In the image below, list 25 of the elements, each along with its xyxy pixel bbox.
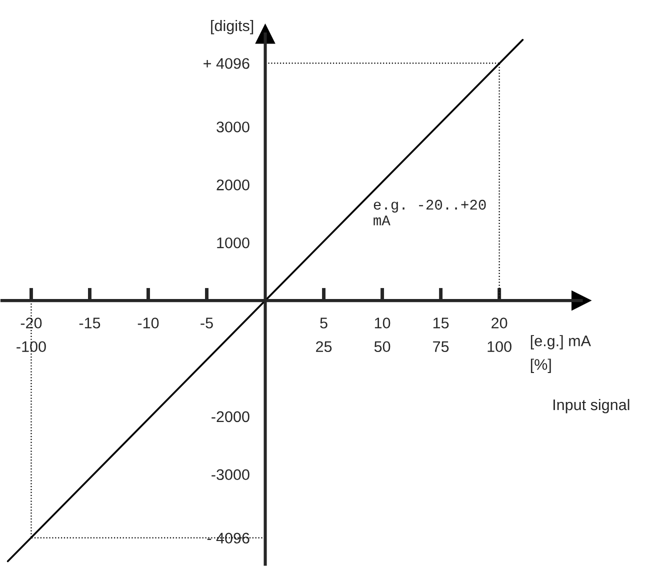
x2-tick-label: 100	[488, 341, 512, 352]
x-tick-label: 5	[320, 318, 328, 328]
x-tick-label: -20	[20, 318, 42, 328]
annotation: [%]	[530, 358, 551, 373]
y-tick-label: + 4096	[204, 58, 250, 69]
x2-tick-label: 25	[316, 341, 332, 352]
y-tick-label: 1000	[217, 237, 250, 248]
x-tick-label: -5	[200, 318, 213, 328]
x-axis-title: [e.g.] mA	[530, 335, 591, 350]
y-tick-label: -2000	[212, 411, 250, 422]
y-tick-label: 3000	[216, 122, 250, 132]
y-tick-label: - 4096	[207, 532, 250, 544]
x2-tick-label: 50	[374, 341, 390, 352]
x-tick-label: 10	[374, 318, 390, 328]
annotation: Input signal	[553, 398, 630, 414]
x2-tick-label: -100	[16, 341, 46, 352]
x-tick-label: 15	[433, 318, 449, 328]
annotation: e.g. -20..+20 mA	[374, 200, 486, 226]
x-tick-label: -15	[79, 318, 100, 328]
x-tick-label: -10	[138, 318, 159, 328]
y-tick-label: 2000	[216, 180, 250, 190]
x2-tick-label: 75	[433, 341, 449, 352]
y-axis-title: [digits]	[211, 20, 254, 34]
y-tick-label: -3000	[212, 469, 250, 480]
x-tick-label: 20	[492, 318, 508, 328]
